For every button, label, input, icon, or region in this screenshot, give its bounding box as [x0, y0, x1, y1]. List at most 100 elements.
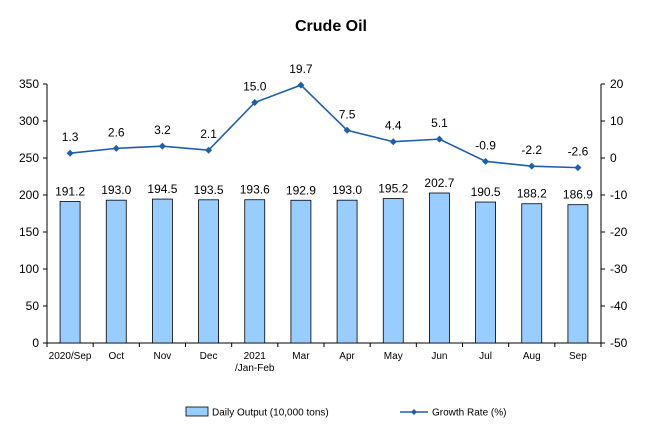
growth-rate-point	[574, 164, 582, 172]
bar-data-label: 193.0	[332, 183, 362, 197]
x-tick-label: Jul	[479, 351, 492, 362]
x-tick-label-line: 2020/Sep	[49, 351, 92, 362]
x-tick-label-line: Jul	[479, 351, 492, 362]
y-left-tick-label: 50	[26, 299, 40, 313]
x-tick-label-line: Dec	[200, 351, 218, 362]
y-left-tick-label: 350	[19, 77, 39, 91]
growth-rate-point	[158, 142, 166, 150]
y-right-tick-label: 20	[610, 77, 624, 91]
bar-daily-output	[244, 199, 266, 344]
x-tick-label: Nov	[154, 351, 172, 362]
line-data-label: 5.1	[431, 116, 448, 130]
bar-series	[59, 192, 589, 344]
x-tick-label-line: Aug	[523, 351, 541, 362]
bar-data-label: 188.2	[517, 187, 547, 201]
x-tick-label: 2020/Sep	[49, 351, 92, 362]
line-data-label: -2.6	[568, 145, 589, 159]
legend-bar-swatch	[185, 406, 209, 417]
line-data-label: 7.5	[339, 107, 356, 121]
bar-daily-output	[152, 198, 173, 344]
y-left-tick-label: 200	[19, 188, 39, 202]
growth-rate-point	[251, 99, 259, 106]
legend-line-marker	[411, 409, 417, 415]
growth-rate-point	[435, 135, 443, 143]
bar-daily-output	[521, 203, 543, 344]
growth-rate-point	[482, 157, 490, 165]
bar-data-label: 193.6	[240, 183, 270, 197]
x-tick-label: Oct	[108, 351, 124, 362]
x-tick-label-line: May	[384, 351, 403, 362]
bar-daily-output	[429, 192, 450, 344]
line-data-label: -0.9	[475, 138, 496, 152]
x-tick-label: Aug	[523, 351, 541, 362]
x-tick-label: 2021/Jan-Feb	[235, 351, 275, 374]
line-data-label: 1.3	[62, 130, 79, 144]
y-right-tick-label: 10	[610, 114, 624, 128]
line-series	[66, 81, 582, 172]
legend-bar-label: Daily Output (10,000 tons)	[212, 408, 329, 419]
x-tick-label-line: /Jan-Feb	[235, 363, 275, 374]
line-data-label: 15.0	[243, 80, 267, 94]
x-tick-label-line: Nov	[154, 351, 172, 362]
y-right-tick-label: 0	[610, 151, 617, 165]
bar-daily-output	[290, 199, 312, 344]
x-tick-label: Sep	[569, 351, 587, 362]
bar-data-label: 186.9	[563, 188, 593, 202]
y-right-tick-label: -20	[610, 225, 628, 239]
growth-rate-point	[112, 144, 120, 152]
bar-data-label: 202.7	[424, 176, 454, 190]
x-tick-label: Dec	[200, 351, 218, 362]
chart-title: Crude Oil	[295, 18, 367, 35]
bar-data-label: 193.5	[194, 183, 224, 197]
growth-rate-point	[528, 162, 536, 170]
growth-rate-point	[205, 146, 213, 154]
x-tick-label-line: Jun	[431, 351, 447, 362]
bar-daily-output	[567, 204, 589, 344]
y-left-tick-label: 250	[19, 151, 39, 165]
line-data-label: 19.7	[289, 62, 313, 76]
growth-rate-point	[297, 81, 305, 89]
bar-data-label: 194.5	[147, 182, 177, 196]
bar-daily-output	[59, 201, 81, 344]
bar-data-label: 192.9	[286, 183, 316, 197]
line-data-label: 3.2	[154, 123, 171, 137]
x-tick-label-line: 2021	[244, 351, 267, 362]
y-right-tick-label: -40	[610, 299, 628, 313]
bar-daily-output	[382, 198, 404, 344]
data-labels: 191.2 193.0 194.5 193.5 193.6 192.9 193.0 195.2…	[55, 62, 593, 202]
growth-rate-point	[389, 138, 397, 146]
bar-daily-output	[105, 199, 127, 344]
y-left-tick-label: 100	[19, 262, 39, 276]
x-tick-label-line: Mar	[292, 351, 310, 362]
x-tick-label: Jun	[431, 351, 447, 362]
line-data-label: 2.6	[108, 125, 125, 139]
line-data-label: 4.4	[385, 119, 402, 133]
chart-axes: 0 50 100 150 200 250 300 350 -50 -40 -30 -20 -10 0 10 2…	[19, 77, 628, 374]
x-tick-label-line: Oct	[108, 351, 124, 362]
y-right-tick-label: -30	[610, 262, 628, 276]
x-tick-label: Apr	[339, 351, 355, 362]
y-left-tick-label: 150	[19, 225, 39, 239]
growth-rate-line	[70, 84, 578, 169]
y-left-tick-label: 0	[32, 336, 39, 350]
legend: Daily Output (10,000 tons) Growth Rate (%…	[185, 406, 506, 419]
x-tick-label-line: Apr	[339, 351, 355, 362]
legend-line-label: Growth Rate (%)	[432, 408, 506, 419]
x-tick-label-line: Sep	[569, 351, 587, 362]
y-right-tick-label: -10	[610, 188, 628, 202]
growth-rate-point	[343, 126, 351, 134]
x-tick-label: Mar	[292, 351, 310, 362]
line-data-label: 2.1	[200, 127, 217, 141]
bar-daily-output	[336, 199, 358, 344]
bar-daily-output	[198, 199, 219, 344]
line-data-label: -2.2	[521, 143, 542, 157]
bar-data-label: 191.2	[55, 185, 85, 199]
bar-data-label: 190.5	[471, 185, 501, 199]
bar-data-label: 195.2	[378, 182, 408, 196]
y-left-tick-label: 300	[19, 114, 39, 128]
growth-rate-point	[66, 149, 74, 157]
y-right-tick-label: -50	[610, 336, 628, 350]
bar-data-label: 193.0	[101, 183, 131, 197]
x-tick-label: May	[384, 351, 403, 362]
